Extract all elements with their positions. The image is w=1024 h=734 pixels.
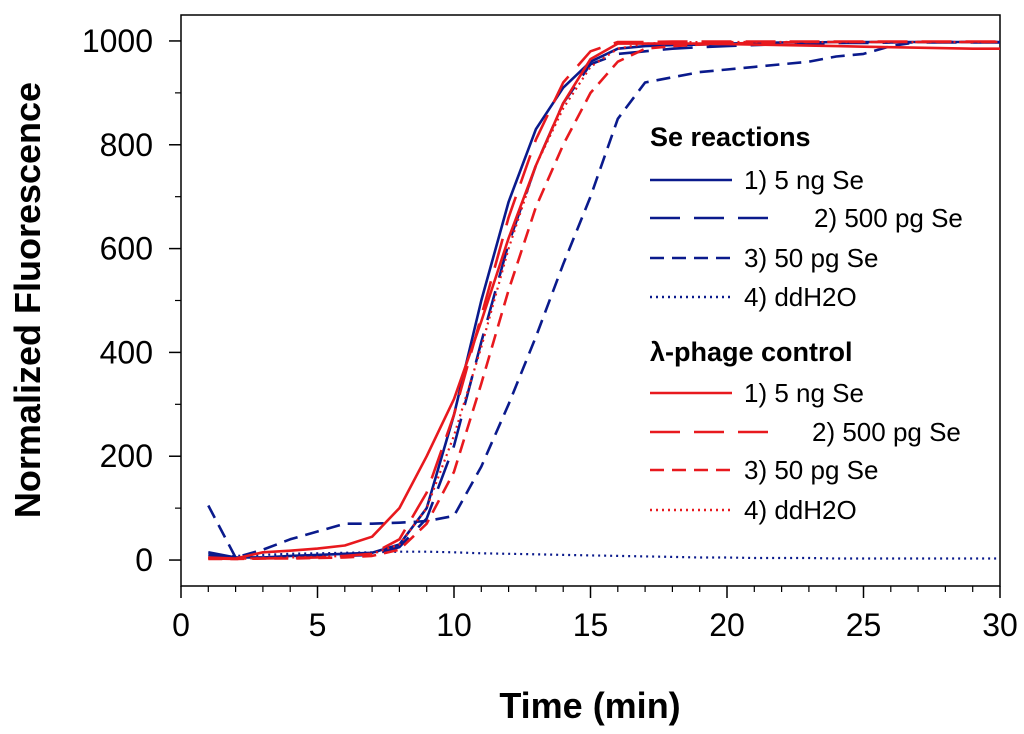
legend-label-lambda-3: 3) 50 pg Se: [744, 455, 878, 485]
y-tick-label: 200: [100, 438, 153, 474]
x-tick-label: 15: [573, 607, 609, 643]
legend-label-se-1: 1) 5 ng Se: [744, 165, 864, 195]
series-line-4: [208, 550, 1000, 560]
series-line-5: [208, 42, 1000, 560]
axis-ticks: 0 5 10 15 20 25 30 0 200 400 600 800 1000: [82, 23, 1018, 643]
x-tick-label: 25: [846, 607, 882, 643]
series-line-8: [208, 40, 1000, 561]
legend-label-lambda-1: 1) 5 ng Se: [744, 378, 864, 408]
x-tick-label: 10: [436, 607, 472, 643]
legend: Se reactions 1) 5 ng Se 2) 500 pg Se 3) …: [650, 122, 963, 525]
plot-frame: [180, 14, 1001, 587]
y-tick-label: 600: [100, 231, 153, 267]
series-line-2: [208, 41, 1000, 559]
legend-label-se-2: 2) 500 pg Se: [814, 203, 963, 233]
x-axis-title: Time (min): [499, 685, 680, 726]
legend-label-se-4: 4) ddH2O: [744, 282, 857, 312]
series-line-6: [208, 40, 1000, 561]
series-layer: [207, 40, 1000, 561]
y-tick-label: 800: [100, 127, 153, 163]
legend-label-se-3: 3) 50 pg Se: [744, 243, 878, 273]
x-tick-label: 20: [709, 607, 745, 643]
series-line-3: [207, 40, 1000, 559]
y-tick-label: 1000: [82, 23, 153, 59]
y-tick-label: 0: [135, 542, 153, 578]
series-line-7: [208, 40, 1000, 561]
legend-label-lambda-4: 4) ddH2O: [744, 495, 857, 525]
series-line-1: [208, 40, 1000, 559]
x-tick-label: 30: [982, 607, 1018, 643]
legend-group-title-se: Se reactions: [650, 122, 811, 152]
legend-group-title-lambda: λ-phage control: [650, 337, 853, 367]
y-tick-label: 400: [100, 334, 153, 370]
x-tick-label: 5: [309, 607, 327, 643]
y-axis-title: Normalized Fluorescence: [7, 82, 48, 518]
x-tick-label: 0: [172, 607, 190, 643]
legend-label-lambda-2: 2) 500 pg Se: [812, 417, 961, 447]
